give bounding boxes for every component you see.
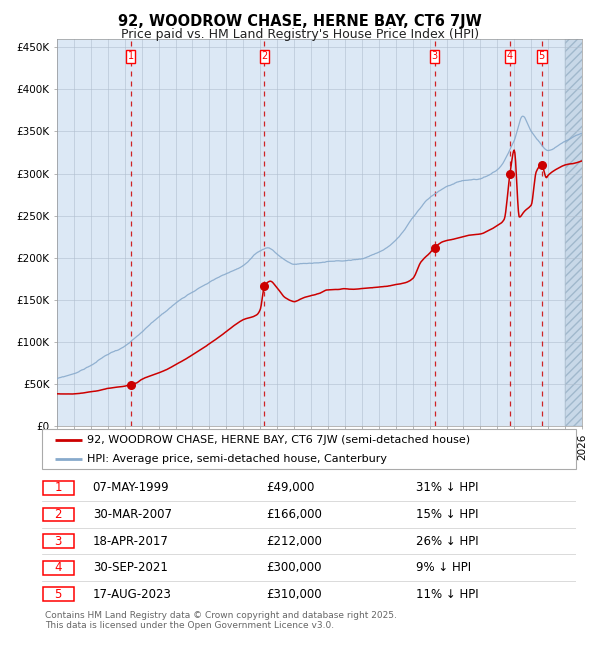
- Text: 4: 4: [55, 562, 62, 575]
- Text: 1: 1: [128, 51, 134, 61]
- Text: 11% ↓ HPI: 11% ↓ HPI: [416, 588, 478, 601]
- Text: 2: 2: [262, 51, 268, 61]
- Text: 3: 3: [431, 51, 438, 61]
- Bar: [565, 39, 590, 426]
- Text: £310,000: £310,000: [266, 588, 322, 601]
- FancyBboxPatch shape: [43, 508, 74, 521]
- Text: 9% ↓ HPI: 9% ↓ HPI: [416, 562, 471, 575]
- FancyBboxPatch shape: [43, 588, 74, 601]
- FancyBboxPatch shape: [43, 561, 74, 575]
- Text: 18-APR-2017: 18-APR-2017: [93, 534, 169, 547]
- Text: 26% ↓ HPI: 26% ↓ HPI: [416, 534, 478, 547]
- FancyBboxPatch shape: [43, 534, 74, 548]
- Text: £166,000: £166,000: [266, 508, 322, 521]
- Text: £300,000: £300,000: [266, 562, 322, 575]
- Text: 1: 1: [55, 481, 62, 494]
- Bar: [565, 39, 590, 426]
- Text: 92, WOODROW CHASE, HERNE BAY, CT6 7JW (semi-detached house): 92, WOODROW CHASE, HERNE BAY, CT6 7JW (s…: [88, 436, 470, 445]
- Text: Price paid vs. HM Land Registry's House Price Index (HPI): Price paid vs. HM Land Registry's House …: [121, 28, 479, 41]
- Text: £49,000: £49,000: [266, 481, 314, 494]
- Text: 5: 5: [55, 588, 62, 601]
- Text: 30-SEP-2021: 30-SEP-2021: [93, 562, 167, 575]
- Text: 17-AUG-2023: 17-AUG-2023: [93, 588, 172, 601]
- Text: 30-MAR-2007: 30-MAR-2007: [93, 508, 172, 521]
- Text: 5: 5: [539, 51, 545, 61]
- Text: Contains HM Land Registry data © Crown copyright and database right 2025.
This d: Contains HM Land Registry data © Crown c…: [45, 611, 397, 630]
- Text: £212,000: £212,000: [266, 534, 322, 547]
- Text: HPI: Average price, semi-detached house, Canterbury: HPI: Average price, semi-detached house,…: [88, 454, 388, 464]
- Text: 4: 4: [507, 51, 513, 61]
- FancyBboxPatch shape: [42, 429, 576, 469]
- Text: 92, WOODROW CHASE, HERNE BAY, CT6 7JW: 92, WOODROW CHASE, HERNE BAY, CT6 7JW: [118, 14, 482, 29]
- Text: 15% ↓ HPI: 15% ↓ HPI: [416, 508, 478, 521]
- Text: 07-MAY-1999: 07-MAY-1999: [93, 481, 169, 494]
- Text: 3: 3: [55, 534, 62, 547]
- Text: 2: 2: [55, 508, 62, 521]
- Text: 31% ↓ HPI: 31% ↓ HPI: [416, 481, 478, 494]
- FancyBboxPatch shape: [43, 481, 74, 495]
